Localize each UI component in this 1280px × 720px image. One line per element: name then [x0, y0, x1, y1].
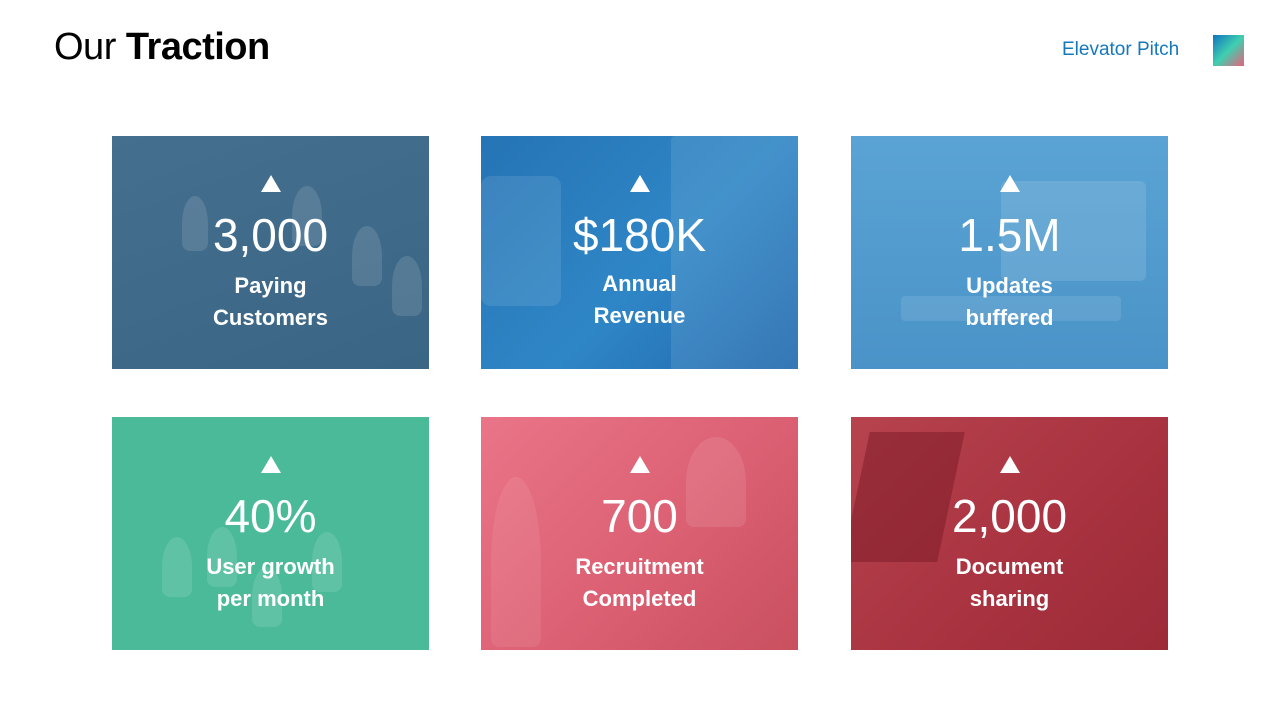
- up-triangle-icon: [260, 175, 281, 192]
- stat-card-updates-buffered: 1.5M Updates buffered: [851, 136, 1168, 369]
- up-triangle-icon: [999, 175, 1020, 192]
- stat-label: Paying Customers: [213, 273, 328, 330]
- stat-label: Recruitment Completed: [575, 554, 704, 611]
- stat-card-user-growth: 40% User growth per month: [112, 417, 429, 650]
- up-triangle-icon: [999, 456, 1020, 473]
- gradient-square-logo-icon: [1213, 35, 1244, 66]
- stat-card-annual-revenue: $180K Annual Revenue: [481, 136, 798, 369]
- stat-value: 700: [601, 490, 678, 542]
- stat-card-document-sharing: 2,000 Document sharing: [851, 417, 1168, 650]
- stat-card-paying-customers: 3,000 Paying Customers: [112, 136, 429, 369]
- up-triangle-icon: [260, 456, 281, 473]
- stat-label: Updates buffered: [965, 273, 1054, 330]
- stat-label: Document sharing: [955, 554, 1064, 611]
- up-triangle-icon: [629, 456, 650, 473]
- up-triangle-icon: [629, 175, 650, 192]
- stat-value: 2,000: [951, 490, 1068, 542]
- stat-value: $180K: [572, 209, 706, 261]
- stat-value: 40%: [224, 490, 317, 542]
- stat-value: 3,000: [212, 209, 329, 261]
- stat-card-recruitment-completed: 700 Recruitment Completed: [481, 417, 798, 650]
- title-bold: Traction: [125, 26, 270, 68]
- stat-value: 1.5M: [958, 209, 1061, 261]
- title-light: Our: [54, 26, 116, 68]
- page-title: Our Traction: [54, 26, 270, 69]
- brand-label: Elevator Pitch: [1062, 39, 1180, 60]
- stat-label: User growth per month: [206, 554, 335, 611]
- stat-label: Annual Revenue: [593, 271, 686, 328]
